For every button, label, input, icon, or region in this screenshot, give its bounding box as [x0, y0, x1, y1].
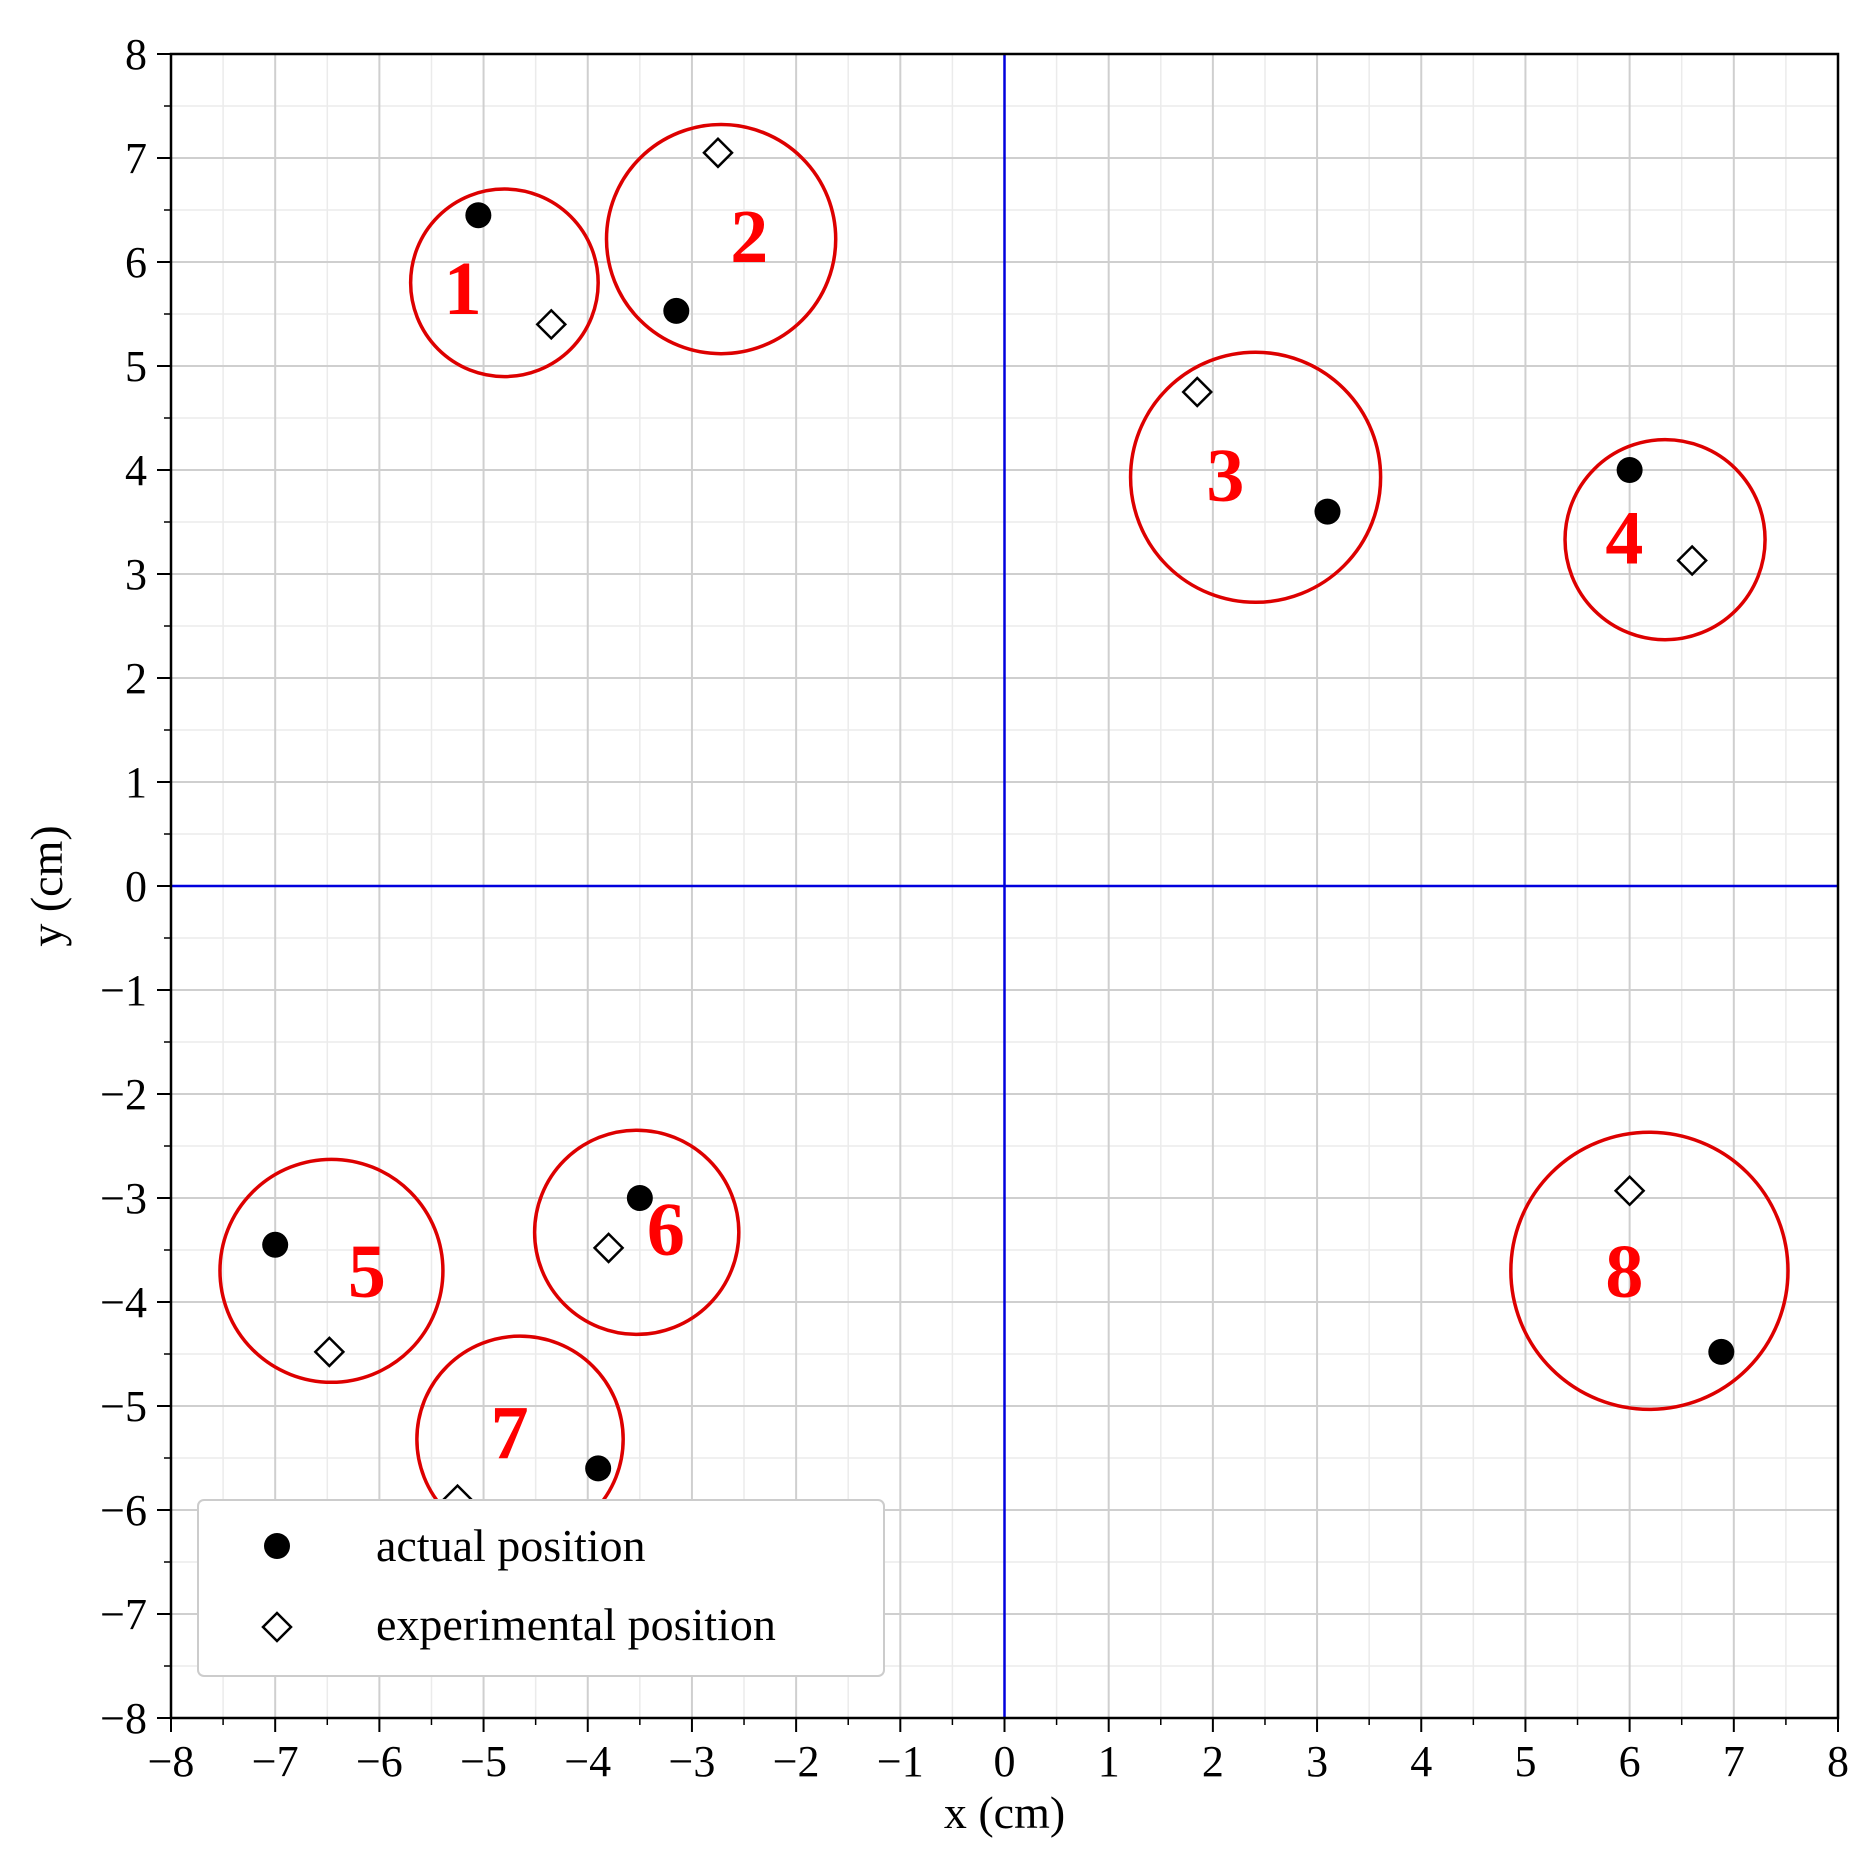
experimental-point-8 [1613, 1174, 1646, 1207]
x-tick-label: 2 [1202, 1737, 1224, 1786]
x-tick-label: 1 [1098, 1737, 1120, 1786]
legend-marker-actual [264, 1533, 290, 1559]
x-tick-label: 8 [1827, 1737, 1849, 1786]
region-circle-3 [1128, 350, 1383, 605]
x-tick-label: −6 [356, 1737, 403, 1786]
x-tick-label: −8 [148, 1737, 195, 1786]
y-tick-label: −6 [100, 1486, 147, 1535]
x-tick-label: −5 [460, 1737, 507, 1786]
region-circle-8 [1509, 1130, 1790, 1412]
y-tick-label: −3 [100, 1174, 147, 1223]
x-tick-labels: −8 −7 −6 −5 −4 −3 −2 −1 0 1 2 3 4 5 6 7 8 [148, 1737, 1849, 1786]
y-tick-label: −7 [100, 1590, 147, 1639]
y-tick-label: 3 [125, 550, 147, 599]
region-circle-2 [604, 122, 838, 356]
x-tick-label: 7 [1723, 1737, 1745, 1786]
y-tick-label: 0 [125, 862, 147, 911]
region-label-7: 7 [491, 1391, 529, 1475]
experimental-point-2 [702, 137, 734, 169]
legend-label-experimental: experimental position [376, 1599, 776, 1650]
actual-point-6 [626, 1185, 653, 1211]
x-tick-label: 3 [1306, 1737, 1328, 1786]
region-circle-4 [1563, 437, 1767, 642]
region-label-5: 5 [348, 1230, 386, 1314]
cluster-regions: 1 2 3 4 5 6 7 8 [218, 122, 1790, 1545]
y-axis-title: y (cm) [21, 825, 72, 946]
x-tick-label: −7 [252, 1737, 299, 1786]
region-circle-5 [218, 1157, 445, 1385]
y-tick-label: 7 [125, 134, 147, 183]
x-tick-label: −4 [564, 1737, 611, 1786]
experimental-point-1 [535, 308, 568, 341]
y-tick-label: −4 [100, 1278, 147, 1327]
actual-point-5 [262, 1231, 289, 1258]
x-tick-label: −1 [877, 1737, 924, 1786]
y-tick-label: −5 [100, 1382, 147, 1431]
legend: actual position experimental position [197, 1499, 885, 1677]
actual-point-4 [1616, 457, 1643, 483]
x-tick-label: 0 [994, 1737, 1016, 1786]
region-label-2: 2 [730, 195, 768, 279]
x-tick-label: 6 [1619, 1737, 1641, 1786]
experimental-point-3 [1181, 376, 1214, 408]
y-tick-labels: −8 −7 −6 −5 −4 −3 −2 −1 0 1 2 3 4 5 6 7 8 [100, 30, 147, 1743]
region-label-4: 4 [1605, 497, 1643, 581]
experimental-point-5 [313, 1336, 346, 1368]
actual-point-7 [585, 1455, 612, 1482]
actual-point-8 [1708, 1338, 1735, 1365]
x-tick-label: −2 [773, 1737, 820, 1786]
experimental-point-4 [1676, 544, 1708, 577]
y-tick-label: −2 [100, 1070, 147, 1119]
actual-point-1 [465, 202, 492, 229]
region-label-3: 3 [1206, 434, 1244, 518]
y-tick-label: 6 [125, 238, 147, 287]
y-tick-label: 1 [125, 758, 147, 807]
y-tick-label: −1 [100, 966, 147, 1015]
data-points [262, 137, 1735, 1516]
region-circle-1 [408, 187, 600, 379]
region-circle-6 [532, 1128, 741, 1337]
legend-label-actual: actual position [376, 1520, 646, 1571]
x-tick-label: −3 [669, 1737, 716, 1786]
y-tick-label: 8 [125, 30, 147, 79]
y-tick-label: 4 [125, 446, 147, 495]
legend-marker-experimental [261, 1611, 293, 1643]
reference-lines [171, 54, 1838, 1718]
experimental-point-6 [592, 1232, 625, 1264]
x-tick-label: 4 [1410, 1737, 1432, 1786]
y-tick-label: 2 [125, 654, 147, 703]
x-axis-title: x (cm) [944, 1787, 1065, 1838]
region-label-6: 6 [647, 1188, 685, 1272]
y-tick-label: 5 [125, 342, 147, 391]
region-label-8: 8 [1605, 1230, 1643, 1314]
legend-box [197, 1499, 885, 1677]
actual-point-3 [1314, 498, 1341, 525]
y-tick-label: −8 [100, 1694, 147, 1743]
x-tick-label: 5 [1514, 1737, 1536, 1786]
region-label-1: 1 [444, 247, 482, 331]
axis-ticks [157, 53, 1839, 1732]
actual-point-2 [663, 297, 690, 324]
